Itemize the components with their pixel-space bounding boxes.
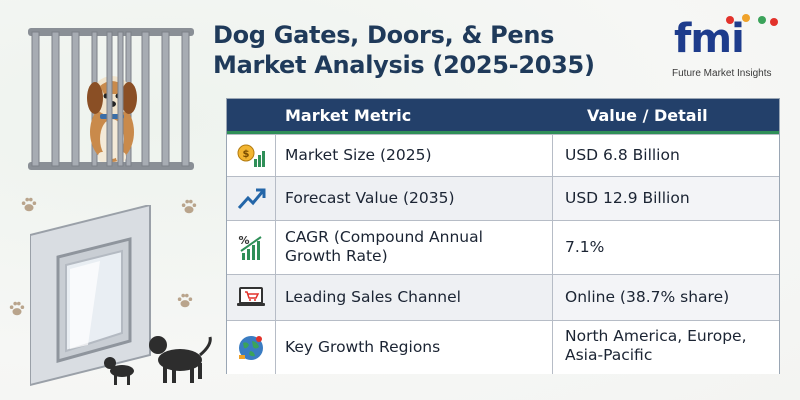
table-row: Forecast Value (2035) USD 12.9 Billion	[227, 176, 779, 221]
paw-print-icon	[9, 301, 25, 316]
table-row: $ Market Size (2025) USD 6.8 Billion	[227, 134, 779, 177]
metric-value: USD 6.8 Billion	[565, 146, 680, 164]
logo-tagline: Future Market Insights	[672, 68, 772, 79]
percent-growth-icon: %	[227, 221, 276, 275]
header-metric: Market Metric	[285, 106, 412, 125]
metric-value: USD 12.9 Billion	[565, 189, 690, 207]
dog-door-illustration	[30, 205, 212, 387]
table-row: Key Growth Regions North America, Europe…	[227, 320, 779, 374]
metric-value: Online (38.7% share)	[565, 288, 730, 306]
page-title: Dog Gates, Doors, & Pens Market Analysis…	[213, 20, 653, 80]
metric-value: North America, Europe, Asia-Pacific	[565, 327, 747, 365]
column-divider	[552, 177, 553, 221]
laptop-cart-icon	[227, 275, 276, 321]
svg-text:%: %	[238, 234, 249, 247]
value-cell-bg	[552, 221, 779, 275]
paw-print-icon	[177, 293, 193, 308]
metric-value: 7.1%	[565, 238, 605, 256]
globe-map-icon	[227, 321, 276, 374]
table-row: % CAGR (Compound Annual Growth Rate) 7.1…	[227, 220, 779, 275]
logo-dots-icon	[726, 14, 778, 26]
metric-label: Leading Sales Channel	[285, 288, 461, 306]
column-divider	[552, 221, 553, 275]
metric-label: Key Growth Regions	[285, 338, 441, 356]
market-table: Market Metric Value / Detail $ Market Si…	[226, 98, 780, 374]
trend-up-arrow-icon	[227, 177, 276, 221]
value-cell-bg	[552, 275, 779, 321]
value-cell-bg	[552, 135, 779, 177]
paw-print-icon	[181, 199, 197, 214]
logo-mark: fmi	[674, 16, 745, 62]
table-header: Market Metric Value / Detail	[227, 99, 779, 134]
metric-label: Market Size (2025)	[285, 146, 432, 164]
column-divider	[552, 321, 553, 374]
metric-label-line-2: Growth Rate)	[285, 247, 388, 265]
value-cell-bg	[552, 321, 779, 374]
column-divider	[552, 275, 553, 321]
title-line-1: Dog Gates, Doors, & Pens	[213, 21, 555, 49]
metric-label-line-1: CAGR (Compound Annual	[285, 228, 483, 246]
dog-gate-illustration	[28, 28, 194, 170]
header-value: Value / Detail	[587, 106, 708, 125]
metric-label: Forecast Value (2035)	[285, 189, 455, 207]
column-divider	[552, 135, 553, 177]
metric-value-line-1: North America, Europe,	[565, 327, 747, 345]
paw-print-icon	[21, 197, 37, 212]
fmi-logo: fmi Future Market Insights	[668, 8, 788, 88]
svg-text:$: $	[243, 149, 250, 160]
title-line-2: Market Analysis (2025-2035)	[213, 51, 595, 79]
table-row: Leading Sales Channel Online (38.7% shar…	[227, 274, 779, 321]
value-cell-bg	[552, 177, 779, 221]
metric-label: CAGR (Compound Annual Growth Rate)	[285, 228, 483, 266]
metric-value-line-2: Asia-Pacific	[565, 346, 653, 364]
money-chart-icon: $	[227, 135, 276, 177]
